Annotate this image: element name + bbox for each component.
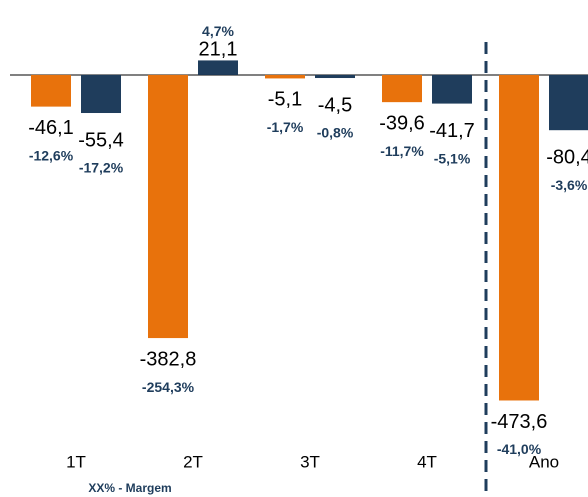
value-label: -473,6 (491, 411, 548, 433)
margin-label: -41,0% (497, 441, 542, 457)
x-tick-label: 2T (183, 452, 203, 471)
margin-label: -1,7% (267, 119, 304, 135)
value-label: -46,1 (28, 117, 74, 139)
margin-label: -17,2% (79, 160, 124, 176)
x-tick-label: 1T (66, 452, 86, 471)
margin-label: 4,7% (202, 23, 234, 39)
value-label: -80,4 (546, 146, 588, 168)
bar (432, 74, 472, 104)
bar (198, 60, 238, 75)
x-tick-label: 4T (417, 452, 437, 471)
value-label: -5,1 (268, 89, 302, 111)
bar (81, 74, 121, 114)
value-label: 21,1 (199, 39, 238, 61)
x-tick-label: 3T (300, 452, 320, 471)
value-label: -41,7 (429, 120, 475, 142)
bar (549, 74, 588, 131)
x-tick-label: Ano (529, 452, 559, 471)
note: XX% - Margem (88, 481, 171, 495)
bar (499, 74, 539, 401)
margin-label: -12,6% (29, 147, 74, 163)
value-label: -382,8 (140, 348, 197, 370)
bar (31, 74, 71, 107)
margin-label: -254,3% (142, 379, 195, 395)
bar (382, 74, 422, 103)
margin-label: -3,6% (551, 177, 588, 193)
value-label: -4,5 (318, 94, 352, 116)
margin-label: -11,7% (380, 143, 424, 159)
value-label: -55,4 (78, 129, 124, 151)
value-label: -39,6 (379, 112, 425, 134)
bar (265, 74, 305, 79)
margin-label: -5,1% (434, 150, 471, 166)
bar (148, 74, 188, 339)
bar (315, 74, 355, 79)
margin-label: -0,8% (317, 125, 354, 141)
